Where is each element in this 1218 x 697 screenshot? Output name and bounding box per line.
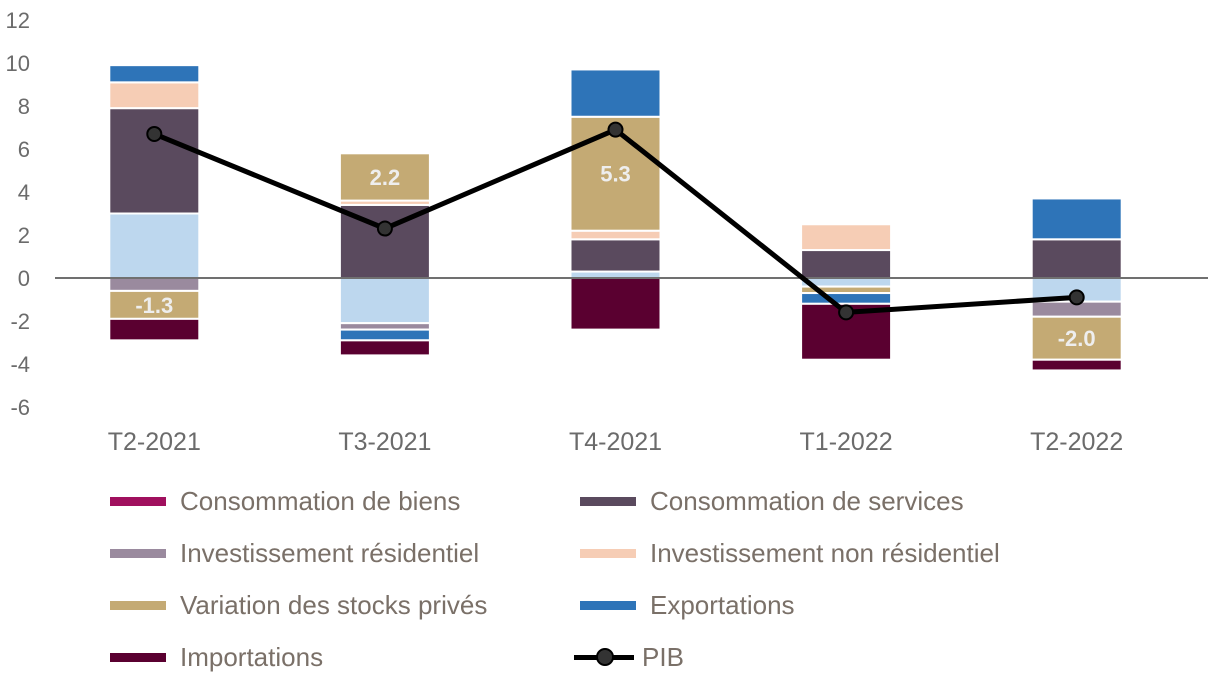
bar-segment (569, 238, 662, 273)
pib-point (607, 121, 624, 138)
chart-plot-area: -6 -4 -2 0 2 4 6 8 10 12 -1.3 2.2 5.3 -2.0 T2-2021 T3-2… (6, 8, 1208, 456)
pib-point (1068, 289, 1085, 306)
bar-segment (108, 81, 201, 110)
bar-segment (338, 152, 431, 202)
legend-swatch (110, 548, 166, 558)
legend-swatch (110, 652, 166, 662)
bar-segment (569, 68, 662, 118)
pib-point (376, 220, 393, 237)
legend-swatch (580, 600, 636, 610)
y-tick-label: -4 (10, 352, 30, 377)
legend-swatch (580, 548, 636, 558)
data-label: -2.0 (1058, 326, 1096, 351)
bar-segment (569, 277, 662, 331)
legend-item: Variation des stocks privés (110, 588, 487, 622)
bar-segment (1030, 358, 1123, 372)
bar-segment (800, 223, 893, 252)
legend-item: Exportations (580, 588, 795, 622)
y-tick-label: 6 (18, 137, 30, 162)
bar-segment (1030, 315, 1123, 361)
legend-item: Investissement résidentiel (110, 536, 479, 570)
bar-segment (108, 317, 201, 342)
y-tick-label: -2 (10, 309, 30, 334)
y-tick-label: 10 (6, 51, 30, 76)
y-tick-label: 0 (18, 266, 30, 291)
bar-segment (800, 292, 893, 305)
legend-swatch (110, 600, 166, 610)
legend-label: Exportations (650, 589, 795, 620)
pib-point (146, 125, 163, 142)
y-tick-label: -6 (10, 395, 30, 420)
legend-label: Variation des stocks privés (180, 589, 488, 620)
legend-label: Consommation de services (650, 485, 964, 516)
chart-legend: Consommation de biens Consommation de ser… (0, 478, 1218, 693)
x-tick-label: T4-2021 (569, 428, 662, 456)
bar-segment (108, 277, 201, 292)
legend-item: PIB (574, 640, 684, 674)
y-tick-label: 4 (18, 180, 30, 205)
bar-segment (1030, 197, 1123, 241)
legend-swatch (580, 496, 636, 506)
legend-item: Consommation de services (580, 484, 964, 518)
data-label: 2.2 (370, 165, 401, 190)
legend-label: Investissement résidentiel (180, 537, 480, 568)
legend-item: Importations (110, 640, 323, 674)
bar-segment (1030, 238, 1123, 280)
bar-segment (108, 107, 201, 215)
y-tick-label: 8 (18, 94, 30, 119)
bar-segment (108, 64, 201, 84)
legend-label: Investissement non résidentiel (650, 537, 1000, 568)
legend-line-marker (574, 640, 634, 674)
legend-swatch (110, 496, 166, 506)
x-tick-label: T2-2022 (1030, 428, 1123, 456)
bar-segment (108, 212, 201, 279)
legend-label: Importations (180, 641, 324, 672)
data-label: -1.3 (135, 293, 173, 318)
legend-label: PIB (642, 641, 684, 672)
legend-label: Consommation de biens (180, 485, 461, 516)
legend-item: Investissement non résidentiel (580, 536, 1000, 570)
bar-segment (569, 229, 662, 241)
legend-item: Consommation de biens (110, 484, 460, 518)
bar-segment (800, 249, 893, 280)
data-label: 5.3 (600, 162, 631, 187)
pib-point (838, 304, 855, 321)
y-tick-label: 2 (18, 223, 30, 248)
x-tick-label: T2-2021 (108, 428, 201, 456)
bar-segment (338, 339, 431, 357)
bar-segment (338, 277, 431, 325)
x-tick-label: T1-2022 (800, 428, 893, 456)
y-tick-label: 12 (6, 8, 30, 33)
x-tick-label: T3-2021 (338, 428, 431, 456)
bar-segment (338, 328, 431, 342)
